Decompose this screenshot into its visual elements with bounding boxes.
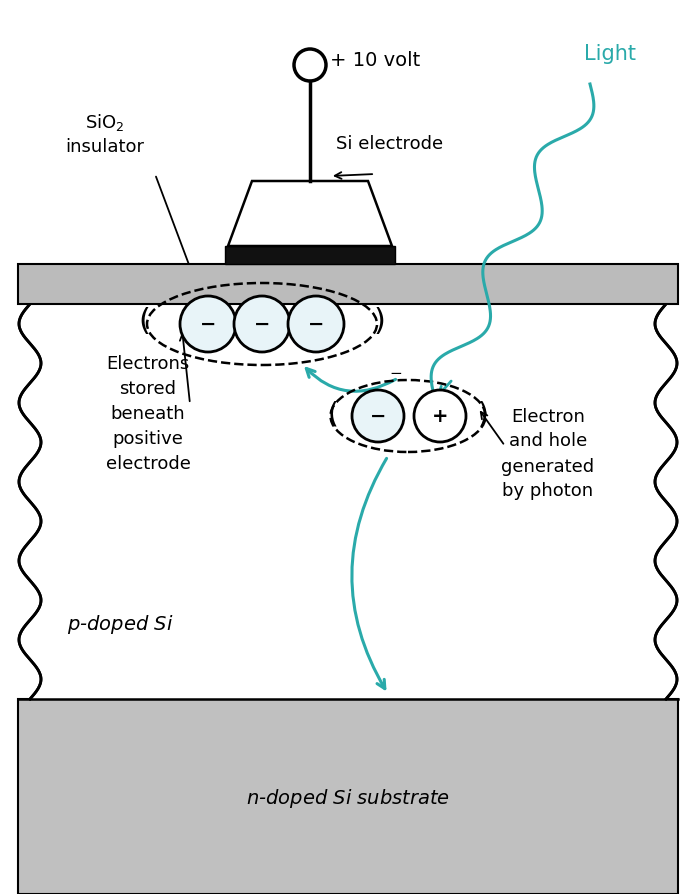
Text: Light: Light bbox=[584, 44, 636, 64]
Text: Electron
and hole
generated
by photon: Electron and hole generated by photon bbox=[501, 408, 594, 501]
Text: SiO$_2$
insulator: SiO$_2$ insulator bbox=[65, 112, 145, 156]
Text: −: − bbox=[370, 407, 386, 426]
Text: (: ( bbox=[328, 400, 338, 428]
Text: +: + bbox=[432, 407, 448, 426]
Circle shape bbox=[414, 390, 466, 442]
Bar bbox=[18, 264, 678, 304]
Bar bbox=[18, 699, 678, 894]
Text: Si electrode: Si electrode bbox=[336, 135, 443, 153]
Text: ): ) bbox=[374, 308, 386, 336]
Text: + 10 volt: + 10 volt bbox=[330, 50, 420, 70]
Text: $p$-doped Si: $p$-doped Si bbox=[67, 612, 173, 636]
Text: Electrons
stored
beneath
positive
electrode: Electrons stored beneath positive electr… bbox=[106, 355, 191, 473]
Circle shape bbox=[180, 296, 236, 352]
Polygon shape bbox=[228, 181, 392, 246]
Bar bbox=[225, 246, 395, 264]
Polygon shape bbox=[19, 304, 677, 699]
Text: $n$-doped Si substrate: $n$-doped Si substrate bbox=[246, 788, 450, 811]
Bar bbox=[18, 304, 678, 699]
Text: −: − bbox=[254, 315, 270, 333]
Text: (: ( bbox=[138, 308, 150, 336]
Text: −: − bbox=[200, 315, 216, 333]
Text: −: − bbox=[390, 367, 402, 382]
Circle shape bbox=[288, 296, 344, 352]
Text: ): ) bbox=[477, 400, 489, 428]
Text: −: − bbox=[308, 315, 324, 333]
Circle shape bbox=[352, 390, 404, 442]
Circle shape bbox=[234, 296, 290, 352]
